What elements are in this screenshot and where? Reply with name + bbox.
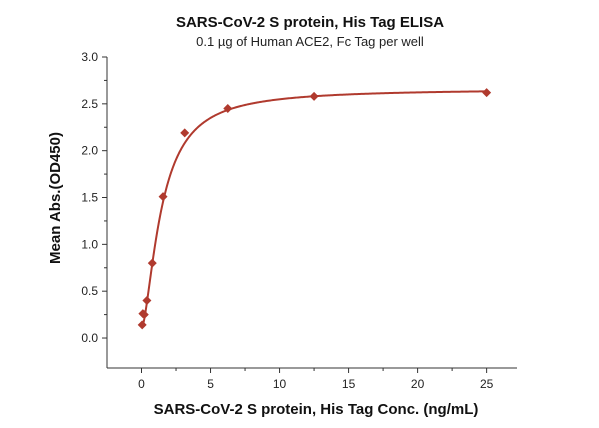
y-tick-label: 2.5 [81, 97, 98, 111]
x-tick-label: 0 [138, 377, 145, 391]
y-tick-label: 0.5 [81, 284, 98, 298]
data-point [158, 192, 168, 202]
chart-title: SARS-CoV-2 S protein, His Tag ELISA [176, 14, 444, 31]
x-tick-label: 15 [342, 377, 356, 391]
data-point [309, 91, 319, 101]
fit-curve [141, 90, 487, 329]
y-axis-ticks: 0.0 0.5 1.0 1.5 2.0 2.5 3.0 [81, 50, 107, 345]
y-axis-label: Mean Abs.(OD450) [47, 132, 64, 264]
x-axis-label: SARS-CoV-2 S protein, His Tag Conc. (ng/… [154, 401, 479, 418]
y-tick-label: 2.0 [81, 144, 98, 158]
data-points [137, 88, 492, 330]
y-tick-label: 1.0 [81, 237, 98, 251]
x-tick-label: 25 [480, 377, 494, 391]
data-point [482, 88, 492, 98]
axes [106, 57, 517, 369]
y-tick-label: 3.0 [81, 50, 98, 64]
data-point [142, 296, 152, 306]
data-point [180, 128, 190, 138]
y-tick-label: 0.0 [81, 331, 98, 345]
data-point [137, 320, 147, 330]
x-tick-label: 10 [273, 377, 287, 391]
x-axis-ticks: 0 5 10 15 20 25 [138, 368, 494, 391]
data-point [147, 258, 157, 268]
x-tick-label: 20 [411, 377, 425, 391]
y-tick-label: 1.5 [81, 191, 98, 205]
data-point [139, 310, 149, 320]
data-point [223, 104, 233, 114]
chart-subtitle: 0.1 µg of Human ACE2, Fc Tag per well [196, 34, 424, 49]
x-tick-label: 5 [207, 377, 214, 391]
